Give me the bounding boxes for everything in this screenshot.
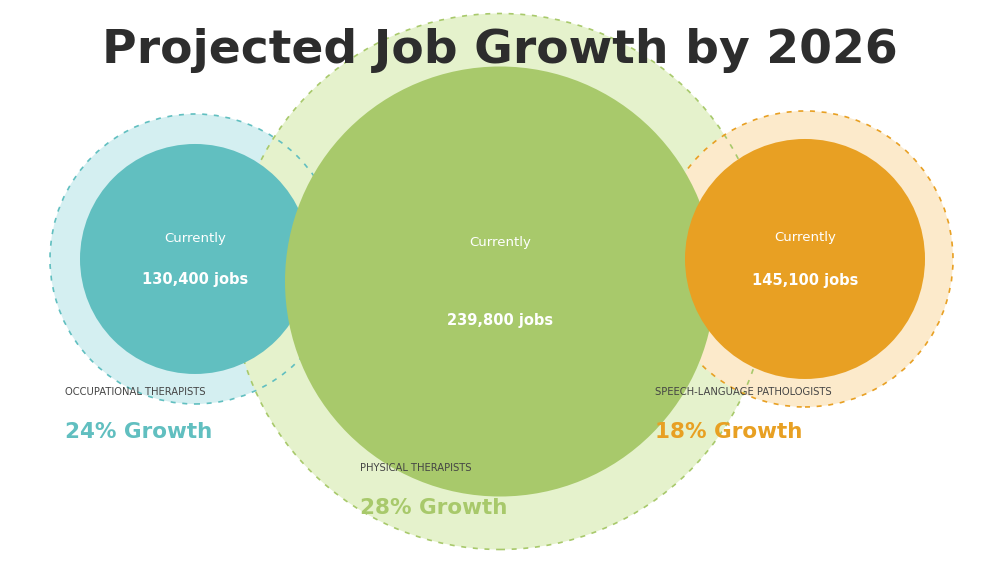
Text: 239,800 jobs: 239,800 jobs	[447, 312, 553, 328]
Text: Projected Job Growth by 2026: Projected Job Growth by 2026	[102, 28, 898, 73]
Text: Currently: Currently	[164, 232, 226, 245]
Text: 24% Growth: 24% Growth	[65, 422, 212, 442]
Text: SPEECH-LANGUAGE PATHOLOGISTS: SPEECH-LANGUAGE PATHOLOGISTS	[655, 387, 832, 397]
Text: Currently: Currently	[774, 231, 836, 244]
Ellipse shape	[685, 139, 925, 379]
Ellipse shape	[285, 66, 715, 497]
Text: 130,400 jobs: 130,400 jobs	[142, 272, 248, 287]
Ellipse shape	[80, 144, 310, 374]
Ellipse shape	[657, 111, 953, 407]
Text: Currently: Currently	[469, 236, 531, 249]
Text: 18% Growth: 18% Growth	[655, 422, 802, 442]
Text: OCCUPATIONAL THERAPISTS: OCCUPATIONAL THERAPISTS	[65, 387, 206, 397]
Text: 145,100 jobs: 145,100 jobs	[752, 273, 858, 288]
Text: 28% Growth: 28% Growth	[360, 498, 507, 518]
Ellipse shape	[50, 114, 340, 404]
Text: PHYSICAL THERAPISTS: PHYSICAL THERAPISTS	[360, 463, 472, 473]
Ellipse shape	[232, 14, 768, 549]
